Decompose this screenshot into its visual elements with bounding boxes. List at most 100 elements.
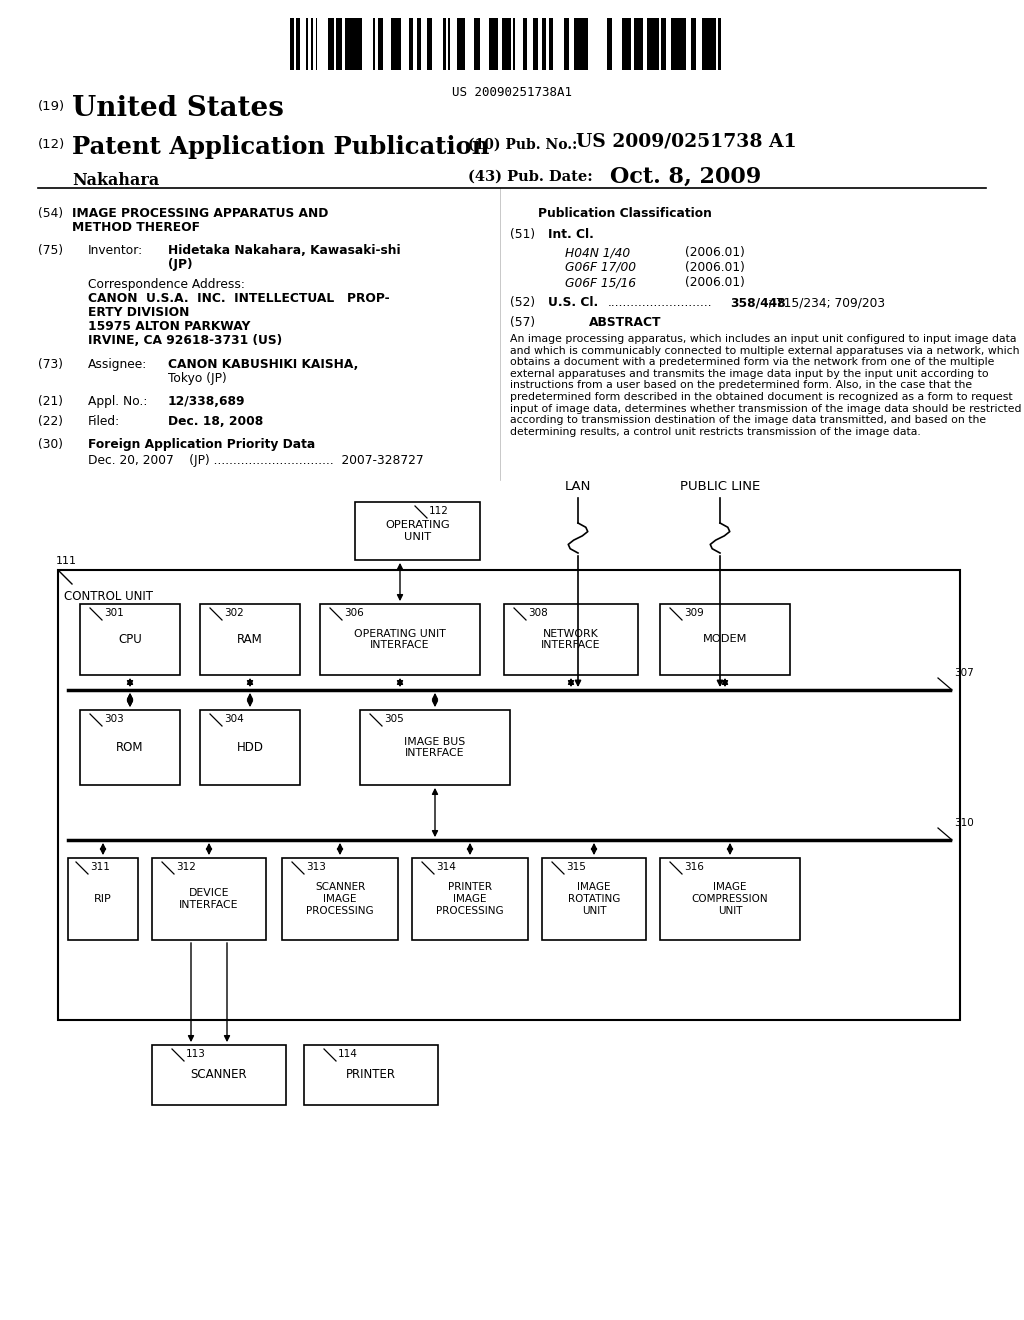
Text: PRINTER
IMAGE
PROCESSING: PRINTER IMAGE PROCESSING [436, 882, 504, 916]
Text: Appl. No.:: Appl. No.: [88, 395, 147, 408]
Text: (52): (52) [510, 296, 536, 309]
Bar [718, 18, 720, 70]
Text: Inventor:: Inventor: [88, 244, 143, 257]
Text: DEVICE
INTERFACE: DEVICE INTERFACE [179, 888, 239, 909]
Bar [582, 18, 584, 70]
Text: RAM: RAM [238, 634, 263, 645]
Text: NETWORK
INTERFACE: NETWORK INTERFACE [542, 628, 601, 651]
Bar [534, 18, 538, 70]
Text: 315: 315 [566, 862, 586, 873]
Bar [417, 18, 421, 70]
Text: ABSTRACT: ABSTRACT [589, 315, 662, 329]
Text: OPERATING
UNIT: OPERATING UNIT [385, 520, 450, 541]
Bar [542, 18, 546, 70]
Text: SCANNER: SCANNER [190, 1068, 248, 1081]
Bar [703, 18, 706, 70]
Bar [336, 18, 337, 70]
Bar [442, 18, 444, 70]
Bar [457, 18, 462, 70]
Bar [80, 710, 180, 785]
Text: 305: 305 [384, 714, 403, 723]
Bar [354, 18, 357, 70]
Text: Int. Cl.: Int. Cl. [548, 228, 594, 242]
Bar [409, 18, 413, 70]
Bar [494, 18, 498, 70]
Bar [332, 18, 334, 70]
Text: Publication Classification: Publication Classification [538, 207, 712, 220]
Text: ERTY DIVISION: ERTY DIVISION [88, 306, 189, 319]
Text: (2006.01): (2006.01) [685, 276, 744, 289]
Bar [328, 18, 332, 70]
Text: 302: 302 [224, 609, 244, 618]
Bar [489, 18, 494, 70]
Bar [310, 18, 313, 70]
Bar [657, 18, 659, 70]
Bar [622, 18, 626, 70]
Bar [344, 18, 350, 70]
Bar [609, 18, 611, 70]
Bar [378, 18, 383, 70]
Bar [504, 605, 638, 675]
Text: United States: United States [72, 95, 284, 121]
Bar [462, 18, 465, 70]
Bar [304, 1045, 438, 1105]
Bar [692, 18, 696, 70]
Text: US 2009/0251738 A1: US 2009/0251738 A1 [575, 133, 797, 150]
Bar [513, 18, 514, 70]
Bar [646, 18, 652, 70]
Text: 307: 307 [954, 668, 974, 678]
Text: ...........................: ........................... [608, 296, 713, 309]
Bar [350, 18, 354, 70]
Text: (10) Pub. No.:: (10) Pub. No.: [468, 139, 578, 152]
Text: Patent Application Publication: Patent Application Publication [72, 135, 489, 158]
Bar [360, 710, 510, 785]
Text: (30): (30) [38, 438, 63, 451]
Text: 306: 306 [344, 609, 364, 618]
Bar [152, 858, 266, 940]
Text: 311: 311 [90, 862, 110, 873]
Bar [395, 18, 400, 70]
Bar [636, 18, 638, 70]
Bar [660, 605, 790, 675]
Text: U.S. Cl.: U.S. Cl. [548, 296, 598, 309]
Bar [523, 18, 527, 70]
Text: 112: 112 [429, 506, 449, 516]
Text: CANON  U.S.A.  INC.  INTELLECTUAL   PROP-: CANON U.S.A. INC. INTELLECTUAL PROP- [88, 292, 389, 305]
Text: 114: 114 [338, 1049, 357, 1059]
Text: (22): (22) [38, 414, 63, 428]
Bar [580, 18, 582, 70]
Bar [714, 18, 716, 70]
Text: G06F 15/16: G06F 15/16 [565, 276, 636, 289]
Bar [671, 18, 672, 70]
Text: 12/338,689: 12/338,689 [168, 395, 246, 408]
Text: 113: 113 [186, 1049, 206, 1059]
Bar [660, 18, 666, 70]
Bar [152, 1045, 286, 1105]
Text: Assignee:: Assignee: [88, 358, 147, 371]
Text: Nakahara: Nakahara [72, 172, 160, 189]
Bar [290, 18, 294, 70]
Bar [720, 18, 721, 70]
Bar [701, 18, 703, 70]
Text: Dec. 20, 2007    (JP) ...............................  2007-328727: Dec. 20, 2007 (JP) .....................… [88, 454, 424, 467]
Text: IMAGE PROCESSING APPARATUS AND: IMAGE PROCESSING APPARATUS AND [72, 207, 329, 220]
Text: Correspondence Address:: Correspondence Address: [88, 279, 245, 290]
Bar [542, 858, 646, 940]
Bar [390, 18, 395, 70]
Text: Dec. 18, 2008: Dec. 18, 2008 [168, 414, 263, 428]
Bar [373, 18, 375, 70]
Bar [712, 18, 714, 70]
Text: CPU: CPU [118, 634, 142, 645]
Text: CANON KABUSHIKI KAISHA,: CANON KABUSHIKI KAISHA, [168, 358, 358, 371]
Bar [337, 18, 340, 70]
Bar [680, 18, 685, 70]
Text: (73): (73) [38, 358, 63, 371]
Bar [532, 18, 534, 70]
Bar [449, 18, 450, 70]
Text: PRINTER: PRINTER [346, 1068, 396, 1081]
Text: An image processing apparatus, which includes an input unit configured to input : An image processing apparatus, which inc… [510, 334, 1022, 437]
Text: Tokyo (JP): Tokyo (JP) [168, 372, 226, 385]
Text: 303: 303 [104, 714, 124, 723]
Text: IMAGE
COMPRESSION
UNIT: IMAGE COMPRESSION UNIT [691, 882, 768, 916]
Text: Foreign Application Priority Data: Foreign Application Priority Data [88, 438, 315, 451]
